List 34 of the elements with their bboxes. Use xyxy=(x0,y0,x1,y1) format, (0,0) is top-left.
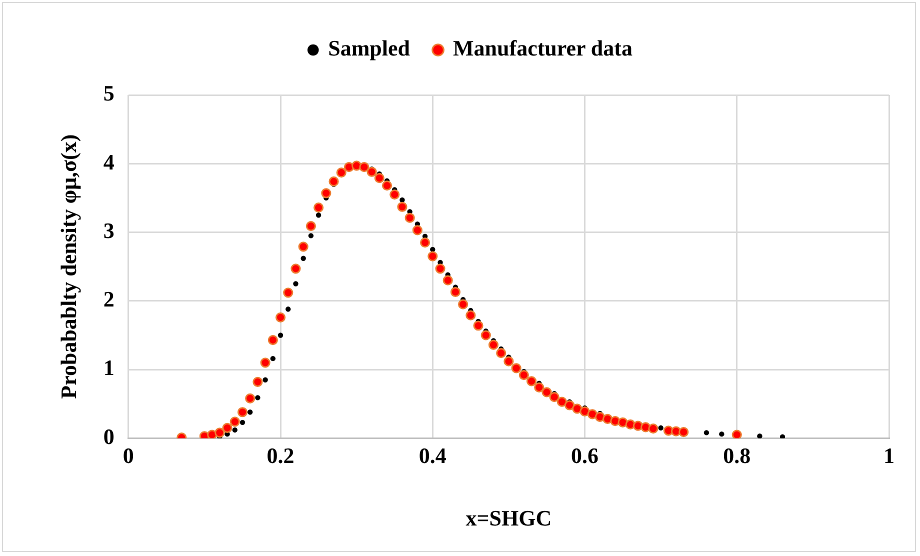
point xyxy=(240,420,246,426)
y-tick-label: 5 xyxy=(103,80,114,106)
point xyxy=(255,395,260,400)
y-tick-label: 0 xyxy=(103,424,114,449)
point xyxy=(262,377,268,382)
point xyxy=(247,410,253,415)
x-axis-title: x=SHGC xyxy=(466,505,552,530)
point xyxy=(757,434,762,438)
point xyxy=(704,430,710,436)
point xyxy=(316,212,322,218)
x-tick-label: 0.4 xyxy=(418,443,446,468)
point xyxy=(719,431,724,437)
point xyxy=(286,306,291,312)
point xyxy=(270,356,276,362)
y-tick-label: 2 xyxy=(103,286,114,312)
legend-label: Sampled xyxy=(328,36,410,61)
legend-label: Manufacturer data xyxy=(453,36,632,61)
point xyxy=(300,256,306,261)
x-tick-label: 0.8 xyxy=(723,443,751,468)
point xyxy=(308,233,314,238)
point xyxy=(278,332,284,338)
point xyxy=(293,281,298,286)
y-tick-label: 3 xyxy=(103,218,114,243)
y-axis-title: Probabablty density φμ,σ(x) xyxy=(56,134,81,399)
x-tick-label: 0.6 xyxy=(571,443,599,468)
point xyxy=(400,197,405,203)
point xyxy=(232,427,238,433)
x-tick-label: 0.2 xyxy=(266,443,294,468)
y-tick-label: 4 xyxy=(103,149,114,174)
x-tick-label: 1 xyxy=(884,443,894,468)
point xyxy=(780,434,786,438)
y-tick-label: 1 xyxy=(103,355,114,380)
x-tick-label: 0 xyxy=(122,443,134,468)
point xyxy=(658,425,664,431)
